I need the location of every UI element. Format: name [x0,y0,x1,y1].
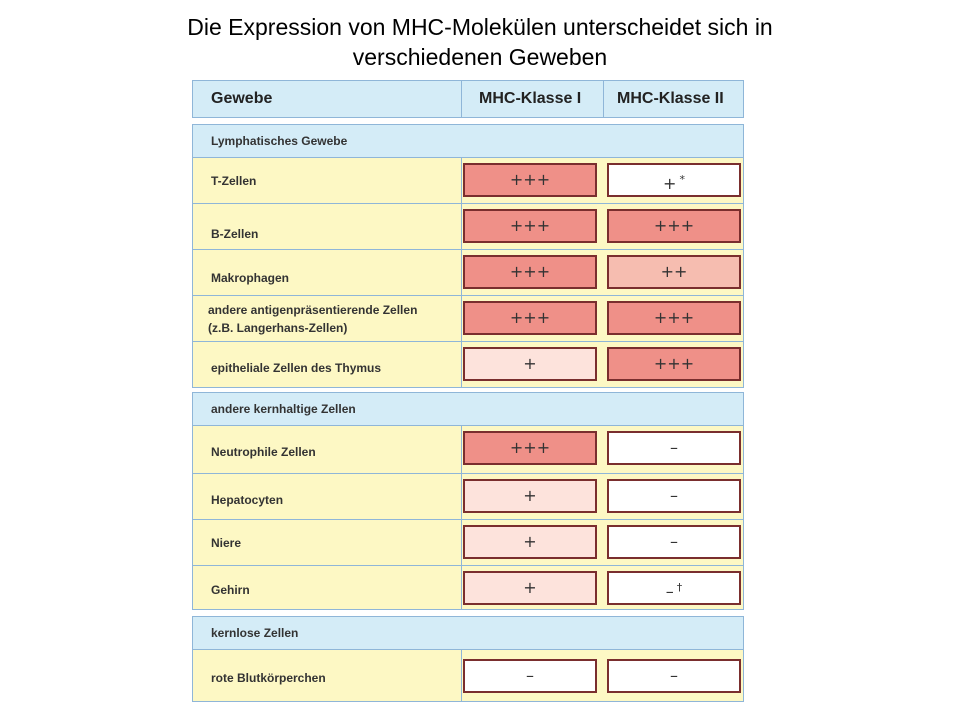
class1-cell: – [463,659,597,693]
class2-value: +++ [653,216,695,235]
class1-cell: + [463,347,597,381]
class1-cell: + [463,479,597,513]
class1-value: +++ [509,170,551,189]
header-divider [603,81,604,117]
class1-value: + [523,354,537,373]
class2-value: – [670,666,678,685]
class1-value: +++ [509,308,551,327]
class1-value: +++ [509,438,551,457]
class1-value: + [523,532,537,551]
row-label: Niere [211,536,242,550]
table-row: epitheliale Zellen des Thymus + +++ [192,342,744,388]
table-row: Niere + – [192,520,744,566]
class2-cell: – [607,479,741,513]
row-label: andere antigenpräsentierende Zellen [208,303,418,317]
class2-cell: – [607,525,741,559]
row-label: Hepatocyten [211,493,284,507]
row-label: rote Blutkörperchen [211,671,326,685]
class2-value: – [670,438,678,457]
section-label: Lymphatisches Gewebe [211,134,348,148]
row-divider [461,650,462,701]
table-row: B-Zellen +++ +++ [192,204,744,250]
class1-value: + [523,578,537,597]
class2-value: – [665,582,674,601]
class1-cell: +++ [463,209,597,243]
class2-cell: +++ [607,301,741,335]
row-label: T-Zellen [211,174,257,188]
table-header: Gewebe MHC-Klasse I MHC-Klasse II [192,80,744,118]
section-anucleate: kernlose Zellen [192,616,744,650]
row-divider [461,158,462,203]
section-label: andere kernhaltige Zellen [211,402,356,416]
class1-cell: +++ [463,163,597,197]
row-divider [461,474,462,519]
class1-value: + [523,486,537,505]
row-divider [461,566,462,609]
table-row: rote Blutkörperchen – – [192,650,744,702]
class2-value: +++ [653,354,695,373]
table-row: Gehirn + – † [192,566,744,610]
class1-cell: + [463,571,597,605]
row-label: Neutrophile Zellen [211,445,316,459]
table-row: T-Zellen +++ + * [192,158,744,204]
class2-cell: +++ [607,209,741,243]
class2-value: + [663,174,677,193]
class2-cell: – [607,431,741,465]
class2-value: +++ [653,308,695,327]
class2-cell: – [607,659,741,693]
class2-cell: + * [607,163,741,197]
page-title: Die Expression von MHC-Molekülen untersc… [0,12,960,72]
row-divider [461,204,462,249]
class1-cell: +++ [463,431,597,465]
class1-value: – [526,666,534,685]
header-divider [461,81,462,117]
row-label-secondary: (z.B. Langerhans-Zellen) [208,321,348,335]
table-row: Makrophagen +++ ++ [192,250,744,296]
class1-cell: +++ [463,301,597,335]
row-divider [461,426,462,473]
row-divider [461,296,462,341]
title-line-1: Die Expression von MHC-Molekülen untersc… [187,14,773,40]
class2-cell: +++ [607,347,741,381]
footnote-mark: † [676,581,683,594]
table-row: Neutrophile Zellen +++ – [192,426,744,474]
class2-value: ++ [660,262,688,281]
class2-value: – [670,486,678,505]
header-class2: MHC-Klasse II [617,90,724,107]
section-lymphatic: Lymphatisches Gewebe [192,124,744,158]
header-tissue: Gewebe [211,90,273,107]
class1-cell: + [463,525,597,559]
class2-cell: ++ [607,255,741,289]
class1-value: +++ [509,216,551,235]
footnote-mark: * [679,173,685,186]
header-class1: MHC-Klasse I [479,90,582,107]
row-divider [461,250,462,295]
row-label: epitheliale Zellen des Thymus [211,361,382,375]
title-line-2: verschiedenen Geweben [352,44,608,70]
table-row: Hepatocyten + – [192,474,744,520]
table-row: andere antigenpräsentierende Zellen (z.B… [192,296,744,342]
row-label: B-Zellen [211,227,259,241]
section-nucleated: andere kernhaltige Zellen [192,392,744,426]
class2-value: – [670,532,678,551]
row-divider [461,520,462,565]
class1-value: +++ [509,262,551,281]
row-label: Makrophagen [211,271,290,285]
class1-cell: +++ [463,255,597,289]
row-label: Gehirn [211,583,250,597]
section-label: kernlose Zellen [211,626,299,640]
class2-cell: – † [607,571,741,605]
row-divider [461,342,462,387]
